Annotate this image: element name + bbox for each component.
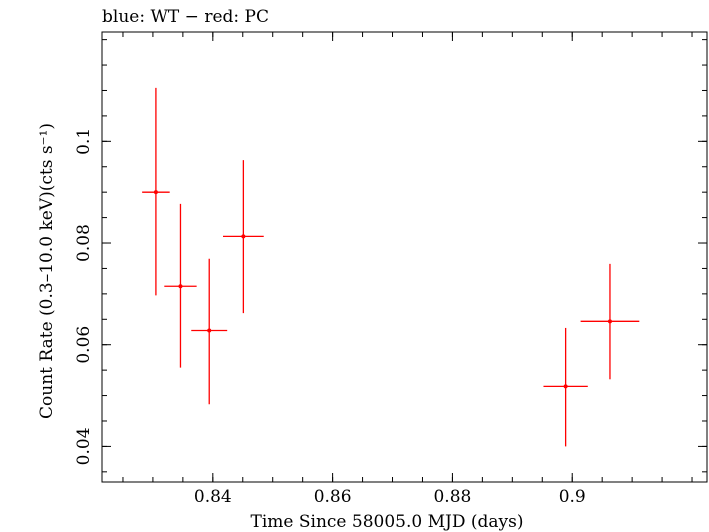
y-axis-ticks: 0.04 0.06 0.08 0.1 [74,39,707,473]
point-marker [153,190,158,195]
chart-title: blue: WT − red: PC [102,7,269,27]
data-point [223,160,264,314]
point-marker [207,328,212,333]
point-marker [563,384,568,389]
x-axis-label: Time Since 58005.0 MJD (days) [251,512,524,532]
x-tick-label: 0.86 [314,487,352,507]
y-tick-label: 0.1 [74,128,94,155]
data-series [142,87,640,447]
y-tick-label: 0.06 [74,326,94,364]
point-marker [607,319,612,324]
y-axis-label: Count Rate (0.3–10.0 keV)(cts s⁻¹) [37,123,57,419]
y-tick-label: 0.04 [74,427,94,465]
point-marker [241,234,246,239]
data-point [543,327,588,447]
point-marker [178,284,183,289]
x-axis-ticks: 0.84 0.86 0.88 0.9 [122,32,693,507]
y-tick-label: 0.08 [74,224,94,262]
x-tick-label: 0.88 [433,487,471,507]
data-point [142,87,170,296]
x-tick-label: 0.84 [194,487,232,507]
plot-border [101,31,708,483]
data-point [580,263,640,380]
data-point [164,203,197,368]
x-tick-label: 0.9 [559,487,586,507]
data-point [191,258,228,405]
plot-frame [101,31,708,483]
series-pc [142,87,640,447]
